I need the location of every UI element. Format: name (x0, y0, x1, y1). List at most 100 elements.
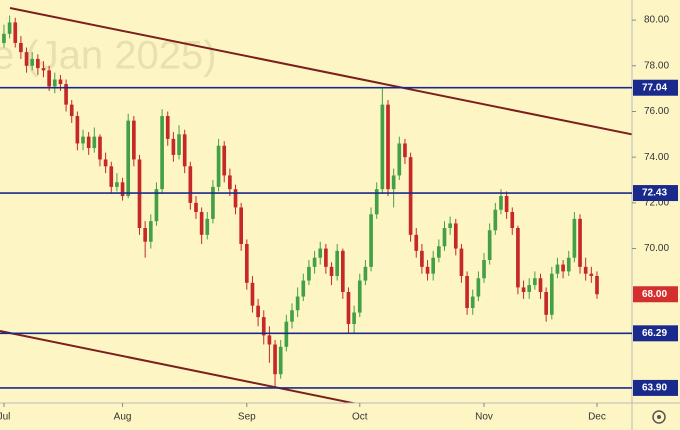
candle-body (177, 134, 181, 155)
candle-body (244, 243, 249, 283)
candle-body (58, 79, 63, 85)
candle-body (2, 33, 6, 43)
x-tick-label: Dec (588, 412, 606, 423)
candle-body (19, 42, 23, 53)
last-price-tag (633, 286, 678, 303)
candle-body (267, 335, 272, 345)
y-tick-label: 80.00 (644, 15, 669, 26)
settings-icon[interactable] (652, 410, 666, 424)
trendline (0, 330, 358, 403)
candle-body (357, 280, 362, 313)
candle-body (504, 196, 509, 213)
candle-body (233, 189, 238, 208)
candle-body (307, 266, 311, 281)
candle-body (211, 186, 215, 219)
price-tag (633, 79, 678, 96)
candle-body (98, 136, 102, 160)
axes: 70.00 72.00 74.00 76.00 78.00 80.00 Jul Aug Sep O… (0, 15, 669, 423)
price-tag-label: 63.90 (642, 383, 667, 394)
y-tick-label: 74.00 (644, 152, 669, 163)
candle-body (442, 228, 447, 247)
candle-body (544, 291, 548, 315)
y-tick-label: 70.00 (644, 243, 669, 254)
candle-body (312, 257, 317, 267)
candle-body (391, 175, 396, 190)
candle-body (414, 234, 419, 251)
trendline (9, 7, 632, 136)
candle-body (194, 202, 198, 213)
y-tick-label: 76.00 (644, 106, 669, 117)
candle-body (561, 264, 565, 272)
candle-body (521, 287, 526, 292)
price-tag (633, 325, 678, 342)
candle-body (188, 166, 193, 203)
candle-body (216, 145, 221, 187)
candle-body (261, 317, 266, 336)
candle-body (36, 58, 40, 69)
x-tick-label: Jul (0, 412, 10, 423)
candle-body (273, 344, 277, 375)
candle-body (533, 278, 537, 286)
price-tag-label: 66.29 (642, 328, 667, 339)
candle-body (13, 22, 18, 43)
x-tick-label: Nov (475, 412, 493, 423)
plot-area (2, 15, 599, 388)
candle-body (499, 196, 503, 210)
candle-body (143, 228, 147, 242)
candle-body (239, 207, 244, 244)
price-tag (633, 185, 678, 202)
candle-body (75, 116, 80, 144)
candle-body (81, 136, 85, 144)
candle-body (578, 218, 582, 267)
candle-body (160, 116, 164, 190)
candle-body (92, 136, 97, 149)
candle-body (583, 266, 588, 274)
x-tick-label: Aug (114, 412, 132, 423)
candle-body (595, 275, 599, 295)
candle-body (516, 228, 520, 288)
candle-body (7, 22, 12, 34)
candle-body (437, 246, 441, 258)
candle-body (69, 104, 74, 117)
candle-body (527, 285, 532, 292)
candle-body (154, 189, 159, 222)
price-tag-label: 77.04 (642, 82, 667, 93)
candle-body (228, 175, 232, 190)
candle-body (425, 266, 430, 274)
candle-body (324, 248, 328, 267)
candle-body (199, 212, 204, 235)
candle-body (589, 273, 594, 276)
candle-body (103, 159, 108, 167)
candle-body (284, 321, 289, 347)
candle-body (572, 218, 577, 258)
candle-body (555, 264, 560, 274)
y-tick-label: 78.00 (644, 60, 669, 71)
watermark: e (Jan 2025) (0, 34, 217, 78)
candle-body (52, 79, 57, 87)
candle-body (386, 104, 390, 190)
price-tag (633, 379, 678, 396)
candle-body (278, 346, 283, 375)
candle-body (549, 273, 554, 315)
trendlines (0, 7, 632, 403)
candle-body (109, 166, 114, 187)
candle-body (420, 250, 424, 267)
candle-body (132, 120, 136, 160)
candle-body (171, 138, 176, 155)
candle-body (470, 296, 475, 308)
candle-body (250, 282, 255, 306)
candle-body (335, 250, 340, 276)
candle-body (256, 305, 260, 318)
last-price-label: 68.00 (642, 289, 667, 300)
candle-body (290, 310, 294, 322)
candle-body (380, 104, 385, 190)
candle-body (510, 212, 515, 229)
candle-body (148, 221, 153, 242)
candle-body (482, 259, 486, 279)
candle-body (24, 52, 29, 66)
candle-body (448, 223, 452, 229)
candle-body (369, 214, 373, 267)
candle-body (352, 312, 356, 324)
candle-body (182, 134, 187, 167)
